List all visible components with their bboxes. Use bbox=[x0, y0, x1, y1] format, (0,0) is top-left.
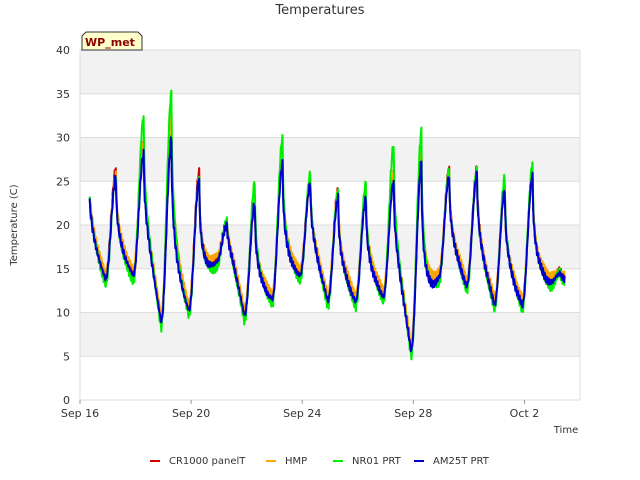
x-axis-title: Time bbox=[553, 425, 578, 436]
x-tick-label: Sep 24 bbox=[283, 407, 321, 420]
site-badge-label: WP_met bbox=[85, 36, 135, 49]
y-tick-label: 30 bbox=[56, 132, 70, 145]
x-tick-label: Sep 16 bbox=[61, 407, 99, 420]
chart-title: Temperatures bbox=[274, 3, 364, 18]
y-axis-ticks: 0 5 10 15 20 25 30 35 40 bbox=[56, 44, 70, 407]
y-tick-label: 40 bbox=[56, 44, 70, 57]
y-tick-label: 20 bbox=[56, 219, 70, 232]
x-axis-ticks: Sep 16 Sep 20 Sep 24 Sep 28 Oct 2 bbox=[61, 400, 539, 420]
y-axis-title: Temperature (C) bbox=[9, 184, 20, 266]
plot-band bbox=[80, 137, 580, 182]
plot-border bbox=[79, 49, 581, 401]
legend-label: AM25T PRT bbox=[433, 456, 490, 467]
y-tick-label: 15 bbox=[56, 263, 70, 276]
x-tick-label: Oct 2 bbox=[510, 407, 540, 420]
legend-label: HMP bbox=[285, 456, 307, 467]
x-tick-label: Sep 20 bbox=[172, 407, 210, 420]
legend-label: CR1000 panelT bbox=[169, 456, 246, 467]
plot-band bbox=[80, 225, 580, 269]
y-tick-label: 0 bbox=[63, 394, 70, 407]
series-line-am25t-prt bbox=[88, 136, 566, 353]
gridlines bbox=[79, 49, 581, 401]
y-tick-label: 35 bbox=[56, 88, 70, 101]
legend-label: NR01 PRT bbox=[352, 456, 402, 467]
y-tick-label: 25 bbox=[56, 175, 70, 188]
y-tick-label: 10 bbox=[56, 307, 70, 320]
plot-band bbox=[80, 50, 580, 94]
legend: CR1000 panelT HMP NR01 PRT AM25T PRT bbox=[150, 456, 490, 467]
plot-band bbox=[80, 312, 580, 357]
y-tick-label: 5 bbox=[63, 350, 70, 363]
site-badge: WP_met bbox=[81, 31, 143, 51]
x-tick-label: Sep 28 bbox=[394, 407, 432, 420]
series-lines bbox=[88, 89, 566, 361]
